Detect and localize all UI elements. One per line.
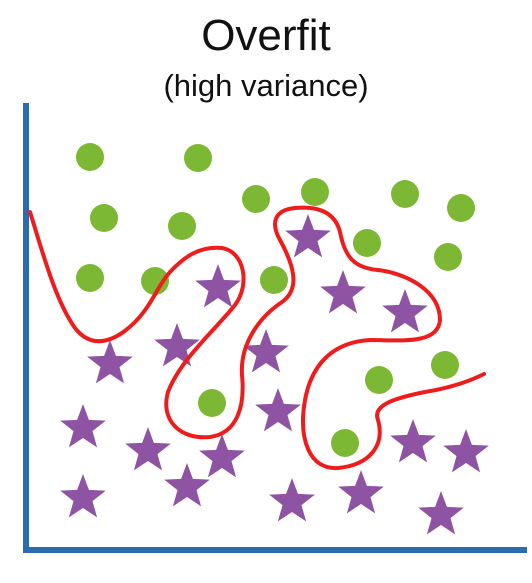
purple-star-icon bbox=[443, 429, 489, 473]
green-circle-icon bbox=[391, 180, 419, 208]
purple-star-icon bbox=[195, 264, 241, 308]
green-circle-icon bbox=[260, 266, 288, 294]
axes bbox=[23, 103, 527, 553]
green-circle-icon bbox=[168, 212, 196, 240]
purple-star-icon bbox=[125, 427, 171, 471]
purple-star-icon bbox=[320, 270, 366, 314]
green-circle-icon bbox=[353, 229, 381, 257]
green-circle-icon bbox=[431, 351, 459, 379]
green-circle-icon bbox=[198, 389, 226, 417]
green-circle-icon bbox=[141, 267, 169, 295]
green-circle-icon bbox=[447, 194, 475, 222]
green-circle-icon bbox=[90, 204, 118, 232]
green-circle-icon bbox=[76, 143, 104, 171]
green-circles bbox=[76, 143, 475, 457]
purple-star-icon bbox=[269, 478, 315, 522]
diagram-title: Overfit bbox=[201, 11, 331, 60]
green-circle-icon bbox=[242, 185, 270, 213]
purple-star-icon bbox=[154, 323, 200, 367]
purple-star-icon bbox=[255, 388, 301, 432]
purple-star-icon bbox=[60, 474, 106, 518]
green-circle-icon bbox=[331, 429, 359, 457]
purple-star-icon bbox=[338, 470, 384, 514]
green-circle-icon bbox=[301, 178, 329, 206]
green-circle-icon bbox=[365, 366, 393, 394]
purple-star-icon bbox=[164, 463, 210, 507]
green-circle-icon bbox=[76, 264, 104, 292]
decision-boundary bbox=[28, 205, 486, 471]
purple-star-icon bbox=[390, 419, 436, 463]
diagram-subtitle: (high variance) bbox=[163, 68, 369, 103]
purple-star-icon bbox=[87, 340, 133, 384]
purple-star-icon bbox=[418, 491, 464, 535]
purple-star-icon bbox=[243, 329, 289, 373]
purple-star-icon bbox=[382, 289, 428, 333]
green-circle-icon bbox=[184, 144, 212, 172]
purple-star-icon bbox=[285, 214, 331, 258]
purple-star-icon bbox=[199, 434, 245, 478]
green-circle-icon bbox=[434, 243, 462, 271]
purple-star-icon bbox=[60, 404, 106, 448]
purple-stars bbox=[60, 214, 489, 535]
